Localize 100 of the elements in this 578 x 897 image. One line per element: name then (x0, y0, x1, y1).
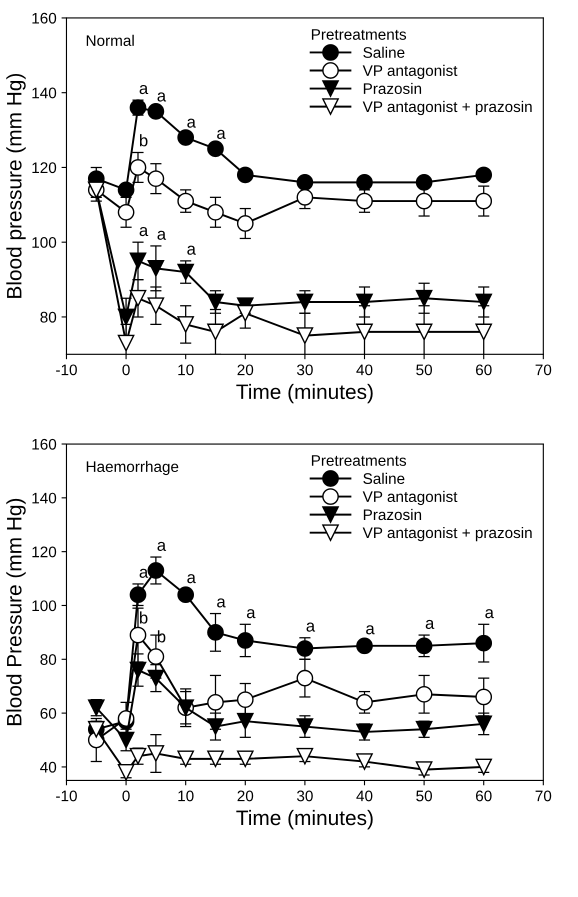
point (148, 670, 164, 686)
point (148, 260, 164, 277)
x-tick-label: 30 (296, 790, 313, 802)
x-tick-label: 0 (122, 790, 130, 802)
point (296, 327, 314, 344)
point (356, 294, 373, 310)
point (236, 632, 254, 649)
point (416, 638, 432, 654)
y-tick-label: 60 (40, 708, 56, 719)
x-tick-label: 40 (356, 364, 372, 376)
y-tick-label: 100 (32, 237, 56, 248)
point (296, 640, 314, 657)
x-tick-label: 10 (178, 790, 194, 802)
y-tick-label: 100 (32, 600, 56, 612)
x-tick-label: 70 (536, 364, 552, 376)
point (118, 764, 134, 780)
point (356, 192, 373, 210)
point (130, 159, 146, 176)
y-axis-title: Blood Pressure (mm Hg) (6, 498, 26, 726)
point (356, 174, 373, 191)
x-tick-label: 30 (296, 364, 313, 376)
point (207, 718, 224, 735)
point (207, 624, 224, 641)
annotation: a (485, 609, 494, 618)
point (207, 140, 224, 158)
x-tick-label: -10 (56, 364, 77, 376)
point (296, 670, 314, 686)
legend-label: Prazosin (364, 508, 422, 520)
legend-label: Prazosin (364, 82, 422, 94)
point (177, 750, 194, 768)
y-tick-label: 80 (40, 312, 56, 323)
point (356, 694, 373, 711)
annotation: a (306, 622, 316, 632)
point (118, 204, 134, 221)
y-tick-label: 80 (40, 654, 56, 665)
legend-label: VP antagonist (362, 490, 458, 506)
annotation: b (140, 134, 148, 146)
legend-label: VP antagonist + prazosin (362, 100, 532, 116)
x-tick-label: 60 (476, 790, 492, 802)
legend-title: Pretreatments (312, 455, 406, 466)
point (177, 586, 194, 604)
point (416, 761, 432, 778)
point (475, 166, 492, 184)
annotation: a (217, 130, 226, 139)
annotation: a (246, 609, 256, 618)
y-tick-label: 120 (32, 546, 56, 558)
x-tick-label: 50 (416, 790, 432, 802)
legend-label: Saline (363, 46, 404, 58)
annotation: a (366, 625, 375, 634)
annotation: a (426, 620, 434, 630)
point (130, 252, 146, 270)
point (118, 334, 134, 352)
point (148, 562, 164, 579)
x-tick-label: 40 (356, 790, 372, 802)
point (356, 753, 373, 770)
x-tick-label: 10 (178, 364, 194, 376)
legend-label: VP antagonist (362, 64, 458, 79)
point (148, 170, 164, 187)
point (416, 174, 432, 191)
x-axis-title: Time (minutes) (236, 384, 373, 404)
point (207, 750, 224, 768)
legend-title: Pretreatments (312, 29, 406, 40)
point (177, 316, 194, 333)
point (475, 634, 492, 652)
point (236, 166, 254, 184)
point (416, 686, 432, 703)
annotation: a (187, 246, 196, 255)
point (118, 732, 134, 748)
point (296, 174, 314, 191)
point (207, 694, 224, 711)
point (356, 638, 373, 654)
annotation: a (217, 598, 226, 608)
point (207, 204, 224, 221)
x-tick-label: 0 (122, 364, 130, 376)
point (236, 304, 254, 322)
annotation: a (158, 92, 166, 102)
point (416, 290, 432, 307)
point (356, 324, 373, 340)
point (207, 294, 224, 310)
y-tick-label: 140 (32, 88, 56, 98)
x-tick-label: 70 (536, 790, 552, 802)
y-axis-title: Blood pressure (mm Hg) (6, 74, 26, 298)
point (236, 712, 254, 730)
annotation: a (158, 230, 166, 240)
x-tick-label: 20 (238, 790, 254, 802)
x-tick-label: 20 (238, 364, 254, 376)
point (296, 294, 314, 310)
point (475, 294, 492, 310)
y-tick-label: 140 (32, 492, 56, 504)
legend-label: VP antagonist + prazosin (362, 526, 532, 542)
point (148, 745, 164, 762)
legend-label: Saline (363, 472, 404, 484)
point (207, 324, 224, 340)
point (177, 264, 194, 280)
point (130, 662, 146, 678)
x-tick-label: 50 (416, 364, 432, 376)
point (475, 716, 492, 732)
point (296, 748, 314, 765)
point (475, 324, 492, 340)
point (296, 189, 314, 206)
